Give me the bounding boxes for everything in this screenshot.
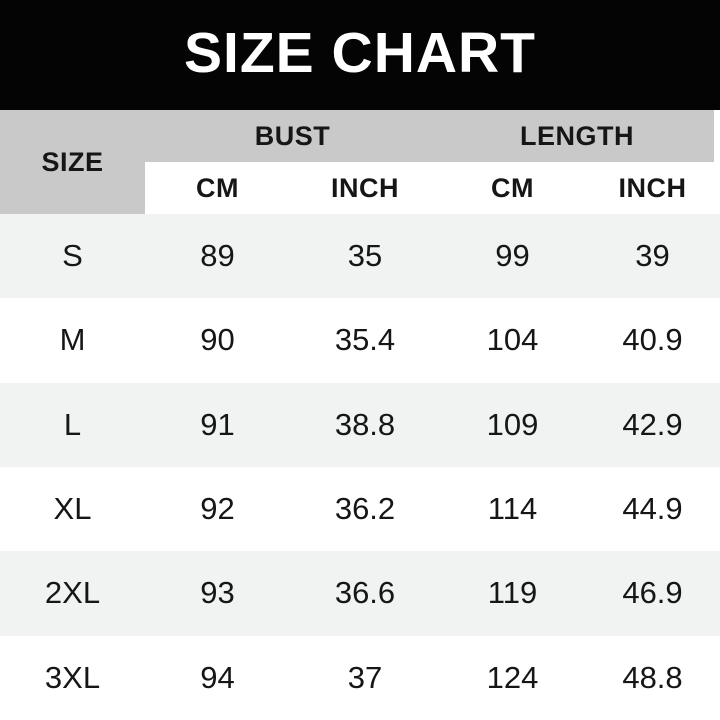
size-cell: M [59,322,86,358]
length-cm-cell: 124 [486,659,539,695]
bust-inch-cell: 38.8 [334,406,396,442]
length-inch-cell: 48.8 [622,659,683,695]
length-inch-cell: 40.9 [622,322,683,358]
table-row: M 90 35.4 104 40.9 [0,298,720,383]
unit-header-bust-inch: INCH [290,162,440,214]
size-cell: XL [53,491,92,527]
bust-inch-cell: 35 [347,238,383,274]
length-cm-cell: 114 [487,491,538,527]
table-row: XL 92 36.2 114 44.9 [0,466,720,552]
bust-inch-cell: 35.4 [334,322,396,358]
size-table-body: S 89 35 99 39 M 90 35.4 104 40.9 L 91 38… [0,214,720,720]
corner-header-size: SIZE [0,110,145,214]
unit-header-bust-cm: CM [145,162,290,214]
group-header-length: LENGTH [440,110,714,162]
bust-cm-cell: 91 [200,406,235,442]
length-cm-cell: 119 [487,575,538,611]
size-cell: 2XL [44,575,101,611]
table-row: 2XL 93 36.6 119 46.9 [0,551,720,636]
length-inch-cell: 42.9 [622,406,683,442]
page-title: SIZE CHART [184,20,536,85]
table-row: 3XL 94 37 124 48.8 [0,635,720,720]
length-inch-cell: 39 [635,238,670,274]
size-cell: 3XL [44,659,101,695]
bust-inch-cell: 36.6 [334,575,396,611]
bust-cm-cell: 93 [200,575,235,611]
length-cm-cell: 104 [486,322,539,358]
table-row: L 91 38.8 109 42.9 [0,382,720,467]
table-row: S 89 35 99 39 [0,214,720,299]
bust-inch-cell: 36.2 [334,491,396,527]
unit-header-length-inch: INCH [585,162,720,214]
length-cm-cell: 99 [495,238,530,274]
size-cell: S [62,238,83,274]
length-inch-cell: 46.9 [622,575,683,611]
unit-header-length-cm: CM [440,162,585,214]
length-cm-cell: 109 [486,406,539,442]
size-chart-banner: SIZE CHART [0,0,720,110]
bust-cm-cell: 92 [200,491,235,527]
length-inch-cell: 44.9 [622,491,683,527]
bust-cm-cell: 94 [200,659,235,695]
bust-inch-cell: 37 [347,659,383,695]
group-header-bust: BUST [145,110,440,162]
bust-cm-cell: 90 [200,322,235,358]
size-cell: L [63,406,82,442]
table-header: SIZE BUST LENGTH CM INCH CM INCH [0,110,720,214]
bust-cm-cell: 89 [200,238,235,274]
